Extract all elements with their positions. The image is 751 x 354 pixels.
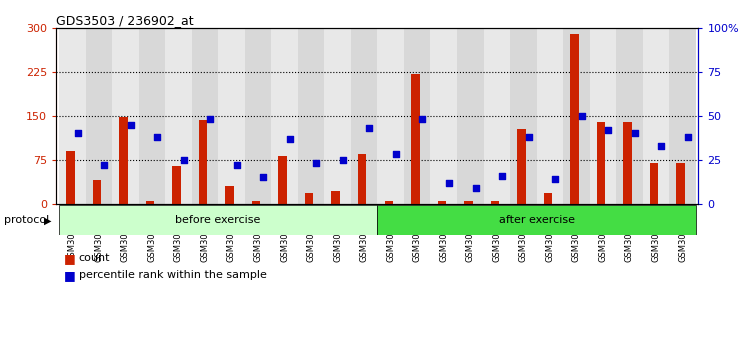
- Bar: [430, 28, 457, 204]
- Bar: [457, 28, 484, 204]
- Bar: [411, 74, 420, 204]
- Point: [71, 131, 83, 136]
- Bar: [385, 201, 393, 204]
- Point: [629, 131, 641, 136]
- Bar: [225, 186, 234, 204]
- Bar: [510, 28, 536, 204]
- Point: [98, 162, 110, 168]
- Bar: [59, 205, 377, 235]
- Point: [363, 125, 376, 131]
- Point: [204, 116, 216, 122]
- Bar: [570, 34, 579, 204]
- Text: ■: ■: [64, 252, 76, 265]
- Point: [682, 134, 694, 140]
- Bar: [112, 28, 139, 204]
- Bar: [438, 201, 446, 204]
- Bar: [245, 28, 271, 204]
- Point: [443, 180, 455, 185]
- Point: [469, 185, 481, 190]
- Bar: [623, 122, 632, 204]
- Bar: [404, 28, 430, 204]
- Bar: [643, 28, 669, 204]
- Bar: [464, 201, 472, 204]
- Bar: [139, 28, 165, 204]
- Bar: [92, 180, 101, 204]
- Point: [602, 127, 614, 133]
- Text: after exercise: after exercise: [499, 215, 575, 225]
- Bar: [199, 120, 207, 204]
- Bar: [59, 28, 86, 204]
- Bar: [172, 166, 181, 204]
- Bar: [616, 28, 643, 204]
- Bar: [490, 201, 499, 204]
- Bar: [66, 151, 74, 204]
- Text: count: count: [79, 253, 110, 263]
- Bar: [119, 117, 128, 204]
- Point: [337, 157, 349, 162]
- Bar: [677, 163, 685, 204]
- Bar: [192, 28, 219, 204]
- Point: [496, 173, 508, 178]
- Point: [390, 152, 402, 157]
- Bar: [298, 28, 324, 204]
- Point: [576, 113, 588, 119]
- Point: [125, 122, 137, 127]
- Text: before exercise: before exercise: [176, 215, 261, 225]
- Point: [178, 157, 190, 162]
- Bar: [271, 28, 298, 204]
- Point: [417, 116, 429, 122]
- Bar: [563, 28, 590, 204]
- Text: percentile rank within the sample: percentile rank within the sample: [79, 270, 267, 280]
- Bar: [597, 122, 605, 204]
- Point: [523, 134, 535, 140]
- Bar: [544, 193, 552, 204]
- Point: [549, 176, 561, 182]
- Bar: [536, 28, 563, 204]
- Bar: [484, 28, 510, 204]
- Bar: [377, 28, 404, 204]
- Bar: [358, 154, 366, 204]
- Bar: [590, 28, 616, 204]
- Bar: [86, 28, 112, 204]
- Bar: [305, 193, 313, 204]
- Bar: [165, 28, 192, 204]
- Bar: [377, 205, 695, 235]
- Bar: [219, 28, 245, 204]
- Bar: [517, 129, 526, 204]
- Text: ■: ■: [64, 269, 76, 281]
- Bar: [650, 163, 659, 204]
- Point: [310, 160, 322, 166]
- Text: ▶: ▶: [44, 215, 51, 225]
- Text: GDS3503 / 236902_at: GDS3503 / 236902_at: [56, 14, 194, 27]
- Bar: [331, 191, 340, 204]
- Bar: [252, 201, 261, 204]
- Point: [231, 162, 243, 168]
- Point: [656, 143, 668, 149]
- Point: [284, 136, 296, 142]
- Bar: [279, 156, 287, 204]
- Bar: [324, 28, 351, 204]
- Text: protocol: protocol: [4, 215, 49, 225]
- Bar: [351, 28, 377, 204]
- Point: [151, 134, 163, 140]
- Point: [258, 175, 270, 180]
- Bar: [146, 201, 154, 204]
- Bar: [669, 28, 695, 204]
